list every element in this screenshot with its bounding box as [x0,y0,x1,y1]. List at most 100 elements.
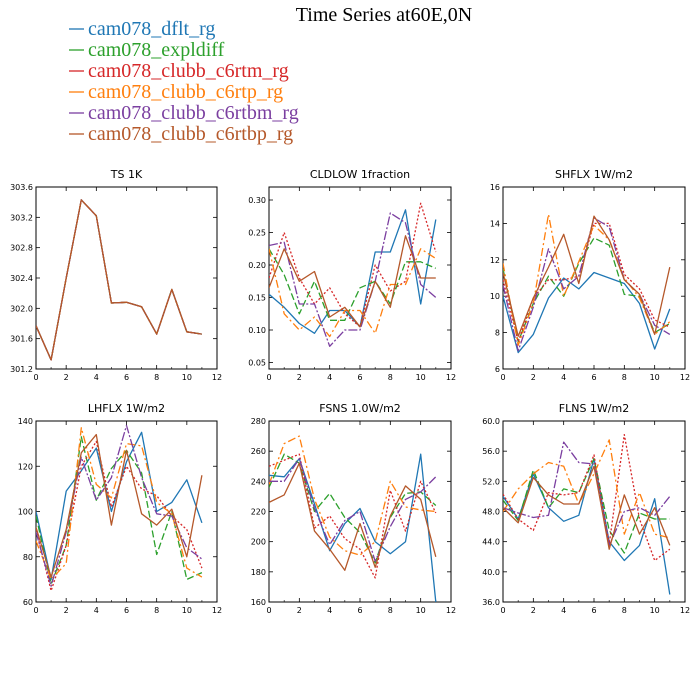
series-line [269,453,437,602]
x-tick-label: 10 [650,606,660,615]
x-tick-label: 0 [33,606,38,615]
legend-entry: cam078_dflt_rg [69,18,215,40]
x-tick-label: 2 [297,373,302,382]
y-tick-label: 60 [23,598,33,607]
panel-title: CLDLOW 1fraction [310,168,410,181]
y-tick-label: 0.20 [248,261,266,270]
series-group [503,433,671,595]
y-tick-label: 301.2 [10,365,33,374]
series-line [36,199,202,361]
legend-label: cam078_clubb_c6rtp_rg [88,81,283,103]
legend-entry: cam078_clubb_c6rtp_rg [69,81,283,103]
x-tick-label: 8 [622,606,627,615]
panel-flns: FLNS 1W/m2 0 2 4 6 8 10 12 36.0 40.0 44.0 48.0 52.0 5… [482,402,690,615]
x-tick-label: 6 [357,373,362,382]
x-tick-label: 4 [327,606,332,615]
x-tick-label: 12 [212,606,222,615]
y-tick-label: 8 [495,329,500,338]
series-group [269,435,437,602]
panel-shflx: SHFLX 1W/m2 0 2 4 6 8 10 12 6 8 10 12 14 16 [490,168,690,382]
legend-label: cam078_dflt_rg [88,18,215,40]
series-line [36,199,202,361]
x-tick-label: 8 [154,373,159,382]
y-tick-label: 0.25 [248,229,266,238]
x-tick-label: 2 [64,373,69,382]
series-line [269,235,436,328]
series-line [503,441,671,547]
x-tick-label: 8 [622,373,627,382]
y-tick-label: 303.6 [10,183,33,192]
series-line [503,439,670,539]
y-tick-label: 302.4 [10,274,33,283]
x-tick-label: 10 [416,606,426,615]
y-tick-label: 100 [18,508,33,517]
x-tick-label: 2 [531,373,536,382]
y-tick-label: 220 [251,508,266,517]
panel-title: SHFLX 1W/m2 [555,168,633,181]
x-tick-label: 4 [561,606,566,615]
x-tick-label: 0 [500,606,505,615]
y-tick-label: 0.05 [248,359,266,368]
y-tick-label: 0.15 [248,294,266,303]
x-tick-label: 6 [591,373,596,382]
series-line [503,458,670,554]
y-tick-label: 0.30 [248,196,266,205]
series-line [269,248,437,321]
y-tick-label: 303.2 [10,213,33,222]
series-line [269,435,436,556]
x-tick-label: 4 [94,606,99,615]
figure-title: Time Series at60E,0N [296,4,472,26]
panels: TS 1K 0 2 4 6 8 10 12 301.2 301.6 302.0 302.4 302.8 3… [10,168,690,615]
series-line [503,237,671,343]
y-tick-label: 6 [495,365,500,374]
series-line [36,199,202,361]
x-tick-label: 10 [416,373,426,382]
legend-label: cam078_clubb_c6rtbm_rg [88,102,299,124]
series-line [36,199,202,361]
series-line [269,202,437,328]
y-tick-label: 60.0 [482,417,500,426]
y-tick-label: 56.0 [482,447,500,456]
panel-title: FLNS 1W/m2 [559,402,629,415]
y-tick-label: 200 [251,538,266,547]
x-tick-label: 4 [94,373,99,382]
x-tick-label: 0 [33,373,38,382]
series-line [503,217,671,352]
y-tick-label: 80 [23,553,33,562]
x-tick-label: 2 [531,606,536,615]
y-tick-label: 36.0 [482,598,500,607]
x-tick-label: 8 [154,606,159,615]
series-line [503,458,671,595]
panel-ts: TS 1K 0 2 4 6 8 10 12 301.2 301.6 302.0 302.4 302.8 3… [10,168,222,382]
legend-label: cam078_clubb_c6rtm_rg [88,60,289,82]
x-tick-label: 10 [650,373,660,382]
series-line [503,215,671,337]
series-line [36,199,202,361]
x-tick-label: 6 [124,606,129,615]
x-tick-label: 12 [446,606,456,615]
x-tick-label: 2 [64,606,69,615]
plot-frame [35,186,218,370]
series-line [503,433,671,562]
x-tick-label: 4 [561,373,566,382]
y-tick-label: 48.0 [482,508,500,517]
legend-entry: cam078_expldiff [69,39,225,61]
series-line [269,462,437,571]
panel-title: LHFLX 1W/m2 [88,402,165,415]
x-tick-label: 12 [212,373,222,382]
panel-fsns: FSNS 1.0W/m2 0 2 4 6 8 10 12 160 180 200 220 240 260 2… [251,402,456,615]
x-tick-label: 2 [297,606,302,615]
y-tick-label: 0.10 [248,326,266,335]
legend: cam078_dflt_rgcam078_expldiffcam078_club… [69,18,299,145]
y-tick-label: 40.0 [482,568,500,577]
y-tick-label: 14 [490,219,500,228]
series-line [36,427,203,581]
panel-title: TS 1K [110,168,143,181]
y-tick-label: 160 [251,598,266,607]
legend-label: cam078_expldiff [88,39,225,61]
y-tick-label: 280 [251,417,266,426]
panel-cldlow: CLDLOW 1fraction 0 2 4 6 8 10 12 0.05 0.10 0.15 0.2… [248,168,456,382]
y-tick-label: 10 [490,292,500,301]
y-tick-label: 120 [18,462,33,471]
